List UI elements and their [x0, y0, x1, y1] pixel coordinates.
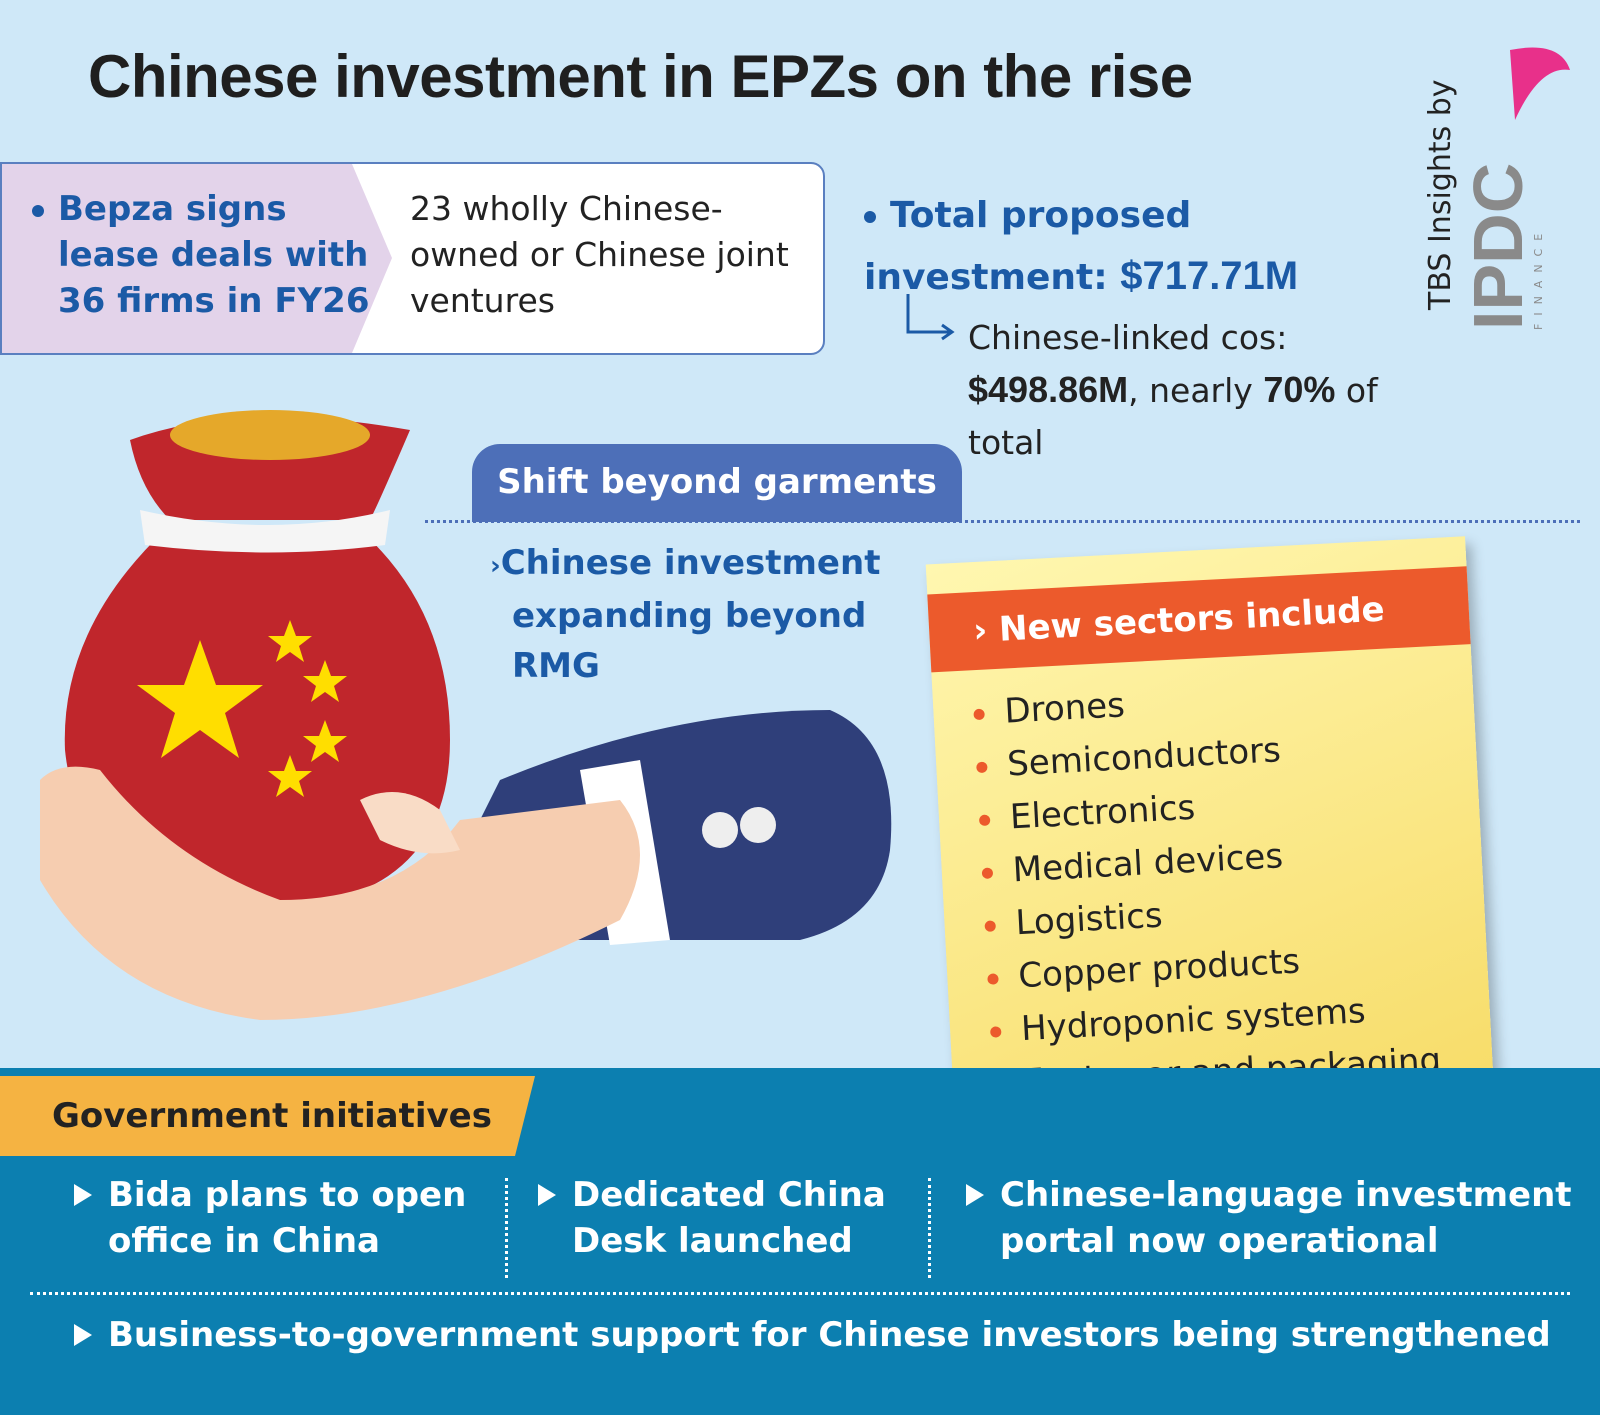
sector-text: Copper products	[1017, 941, 1301, 997]
shift-text-body: Chinese investment expanding beyond RMG	[500, 543, 881, 686]
chevron: ›	[972, 609, 1001, 652]
lease-box: Bepza signs lease deals with 36 firms in…	[0, 162, 825, 355]
brand-byline: TBS Insights by	[1423, 79, 1458, 311]
shift-text: ›Chinese investment expanding beyond RMG	[490, 538, 912, 691]
linked-end: of total	[968, 371, 1378, 462]
lease-label-bg	[2, 164, 392, 353]
linked-mid: , nearly	[1128, 371, 1253, 410]
illustration	[40, 410, 892, 1020]
sector-text: Electronics	[1009, 787, 1197, 838]
brand-feather	[1510, 47, 1570, 120]
lease-label: Bepza signs lease deals with 36 firms in…	[32, 186, 388, 324]
divider	[30, 1292, 1570, 1295]
arrow	[906, 294, 955, 341]
brand-logo: IPDC	[1459, 163, 1537, 330]
sectors-list: Drones Semiconductors Electronics Medical d…	[972, 664, 1442, 1111]
investment-total: $717.71M	[1120, 254, 1299, 298]
sectors-title: › New sectors include	[927, 566, 1471, 673]
chevron: ›	[490, 551, 501, 581]
sector-text: Medical devices	[1011, 836, 1284, 891]
bullet	[32, 204, 44, 217]
lease-detail: 23 wholly Chinese-owned or Chinese joint…	[410, 189, 789, 320]
government-item: Bida plans to open office in China	[72, 1172, 492, 1264]
government-title: Government initiatives	[0, 1076, 535, 1156]
linked: Chinese-linked cos: $498.86M, nearly 70% …	[968, 312, 1448, 469]
linked-share: 70%	[1263, 369, 1336, 410]
sectors-note: › New sectors include Drones Semiconducto…	[925, 536, 1495, 1124]
sector-text: Logistics	[1014, 895, 1164, 944]
divider	[928, 1178, 931, 1278]
linked-amount: $498.86M	[968, 369, 1129, 410]
lease-label-text: Bepza signs lease deals with 36 firms in…	[58, 189, 370, 321]
brand: TBS Insights by IPDC FINANCE	[1423, 47, 1570, 330]
investment: Total proposed investment: $717.71M	[864, 186, 1404, 308]
shift-title: Shift beyond garments	[472, 444, 962, 522]
divider	[505, 1178, 508, 1278]
investment-label: Total proposed investment:	[864, 195, 1192, 298]
government-item: Chinese-language investment portal now o…	[964, 1172, 1584, 1264]
sector-text: Semiconductors	[1006, 730, 1282, 785]
sector-text: Drones	[1003, 685, 1126, 732]
brand-logo-sub: FINANCE	[1532, 226, 1545, 330]
divider	[425, 520, 1580, 523]
government-item: Dedicated China Desk launched	[536, 1172, 926, 1264]
government-item: Business-to-government support for Chine…	[72, 1312, 1582, 1358]
title: Chinese investment in EPZs on the rise	[88, 43, 1193, 110]
linked-label: Chinese-linked cos:	[968, 318, 1288, 357]
bullet	[864, 211, 876, 223]
sectors-title-text: New sectors include	[998, 589, 1386, 650]
